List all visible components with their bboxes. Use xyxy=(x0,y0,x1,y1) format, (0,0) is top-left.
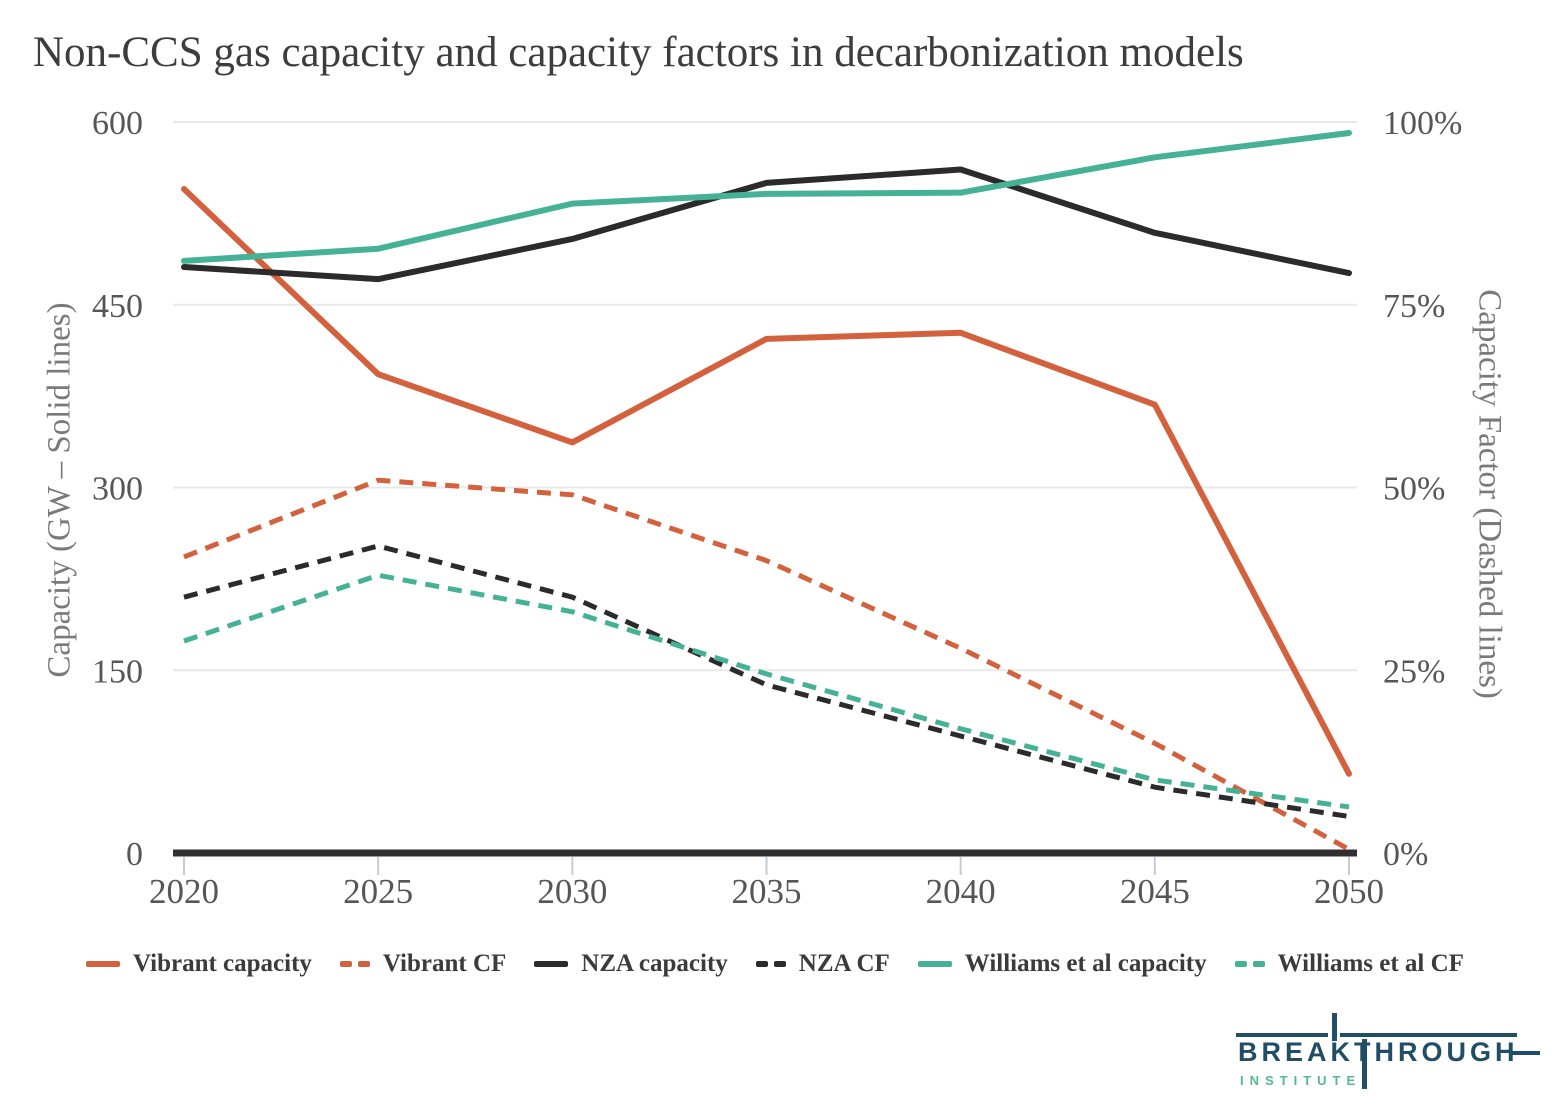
breakthrough-institute-logo: BREAKTHROUGH INSTITUTE xyxy=(1232,1005,1558,1105)
series-line-vibrant-cf xyxy=(183,477,1351,852)
y-left-tick-label: 600 xyxy=(92,105,143,142)
legend-swatch-solid-line-icon xyxy=(917,961,952,967)
y-left-tick-label: 0 xyxy=(126,836,143,873)
legend-label: Vibrant CF xyxy=(382,950,507,977)
legend-item-nza-cf: NZA CF xyxy=(755,950,890,978)
legend-swatch-solid-line-icon xyxy=(86,961,120,967)
y-left-tick-label: 300 xyxy=(92,471,143,508)
series-line-nza-capacity xyxy=(181,166,1352,283)
series-line-nza-cf xyxy=(183,543,1350,819)
y-left-tick-label: 450 xyxy=(92,288,143,325)
legend-swatch-dashed-line-icon xyxy=(755,961,786,967)
logo-t-descender xyxy=(1362,1039,1367,1089)
x-tick-label: 2025 xyxy=(343,872,413,911)
logo-institute-text: INSTITUTE xyxy=(1240,1073,1362,1088)
dash-swatch-bar xyxy=(755,961,768,967)
legend-item-vibrant-capacity: Vibrant capacity xyxy=(86,950,312,978)
y-right-tick-label: 75% xyxy=(1383,288,1445,325)
legend-item-williams-cf: Williams et al CF xyxy=(1234,950,1464,978)
line-chart: 0 150 300 450 600 0% 25% 50% 75% 100% 2020 2025 2030… xyxy=(92,105,1462,911)
logo-k-ascender xyxy=(1332,1013,1337,1041)
chart-title: Non-CCS gas capacity and capacity factor… xyxy=(33,29,1244,76)
x-tick-label: 2020 xyxy=(149,872,219,911)
legend-swatch-dashed-line-icon xyxy=(339,961,370,967)
right-axis-label: Capacity Factor (Dashed lines) xyxy=(1471,289,1508,699)
logo-wordmark-through: THROUGH xyxy=(1354,1037,1519,1067)
legend-label: NZA capacity xyxy=(581,950,728,977)
dash-swatch-bar xyxy=(357,961,370,967)
logo-wordmark: BREAKTHROUGH xyxy=(1238,1037,1519,1068)
dash-swatch-bar xyxy=(1252,961,1265,967)
series-line-williams-et-al-capacity xyxy=(181,129,1352,264)
y-left-tick-label: 150 xyxy=(92,653,143,690)
x-tick-label: 2040 xyxy=(926,872,996,911)
x-tick-label: 2045 xyxy=(1120,872,1190,911)
legend-item-williams-capacity: Williams et al capacity xyxy=(917,950,1207,978)
legend-item-vibrant-cf: Vibrant CF xyxy=(339,950,507,978)
logo-end-dash xyxy=(1509,1051,1540,1055)
x-tick-label: 2050 xyxy=(1314,872,1384,911)
series-line-vibrant-capacity xyxy=(181,186,1352,777)
dash-swatch-bar xyxy=(1234,961,1247,967)
series-line-williams-et-al-cf xyxy=(183,572,1350,810)
x-tick-label: 2030 xyxy=(537,872,607,911)
y-right-tick-label: 50% xyxy=(1383,471,1445,508)
left-axis-label: Capacity (GW – Solid lines) xyxy=(41,302,78,678)
logo-wordmark-break: BREAK xyxy=(1238,1037,1355,1067)
legend-label: Vibrant capacity xyxy=(133,950,312,977)
y-right-tick-label: 0% xyxy=(1383,836,1428,873)
legend-swatch-solid-line-icon xyxy=(534,961,569,967)
dash-swatch-bar xyxy=(339,961,352,967)
legend-item-nza-capacity: NZA capacity xyxy=(534,950,728,978)
legend-label: NZA CF xyxy=(798,950,890,977)
solid-swatch-bar xyxy=(86,961,120,967)
chart-legend: Vibrant capacity Vibrant CF NZA capacity… xyxy=(86,942,1464,986)
logo-rule-left xyxy=(1236,1033,1328,1037)
y-right-tick-label: 25% xyxy=(1383,653,1445,690)
legend-swatch-dashed-line-icon xyxy=(1234,961,1265,967)
legend-label: Williams et al CF xyxy=(1277,950,1464,977)
solid-swatch-bar xyxy=(917,961,952,967)
legend-label: Williams et al capacity xyxy=(964,950,1207,977)
solid-swatch-bar xyxy=(534,961,569,967)
dash-swatch-bar xyxy=(773,961,786,967)
y-right-tick-label: 100% xyxy=(1383,105,1462,142)
x-tick-label: 2035 xyxy=(732,872,802,911)
logo-rule-right xyxy=(1340,1033,1517,1037)
